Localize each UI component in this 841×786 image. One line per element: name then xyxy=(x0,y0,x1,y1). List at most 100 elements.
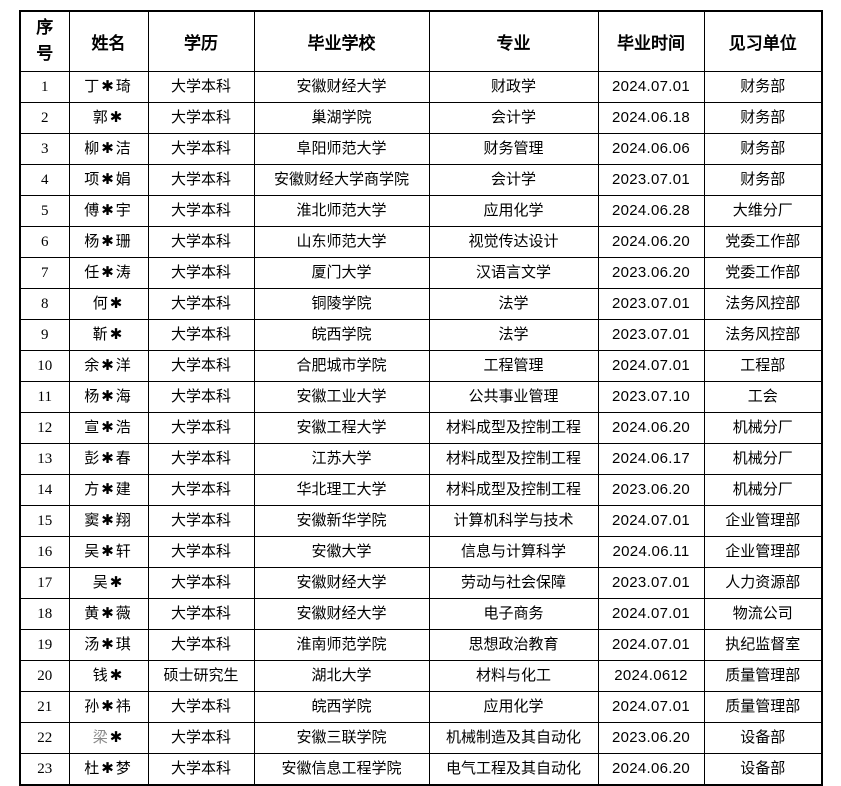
table-row: 11 杨✱海 大学本科 安徽工业大学 公共事业管理 2023.07.10 工会 xyxy=(19,380,823,413)
cell-major: 材料与化工 xyxy=(428,659,599,692)
table-row: 15 窦✱翔 大学本科 安徽新华学院 计算机科学与技术 2024.07.01 企业管理部 xyxy=(19,504,823,537)
cell-name: 吴✱ xyxy=(68,566,149,599)
cell-major: 汉语言文学 xyxy=(428,256,599,289)
table-row: 3 柳✱洁 大学本科 阜阳师范大学 财务管理 2024.06.06 财务部 xyxy=(19,132,823,165)
cell-school: 安徽大学 xyxy=(253,535,430,568)
cell-no: 5 xyxy=(19,194,70,227)
table-row: 21 孙✱祎 大学本科 皖西学院 应用化学 2024.07.01 质量管理部 xyxy=(19,690,823,723)
cell-school: 安徽财经大学 xyxy=(253,597,430,630)
cell-name: 何✱ xyxy=(68,287,149,320)
header-cell-name: 姓名 xyxy=(68,10,149,72)
cell-unit: 质量管理部 xyxy=(703,659,823,692)
cell-major: 财政学 xyxy=(428,70,599,103)
cell-major: 法学 xyxy=(428,318,599,351)
header-cell-major: 专业 xyxy=(428,10,599,72)
table-row: 4 项✱娟 大学本科 安徽财经大学商学院 会计学 2023.07.01 财务部 xyxy=(19,163,823,196)
cell-unit: 大维分厂 xyxy=(703,194,823,227)
cell-date: 2024.06.20 xyxy=(597,752,705,785)
cell-degree: 大学本科 xyxy=(147,132,255,165)
cell-degree: 大学本科 xyxy=(147,535,255,568)
table-row: 12 宣✱浩 大学本科 安徽工程大学 材料成型及控制工程 2024.06.20 机械分厂 xyxy=(19,411,823,444)
table-header: 序号 姓名 学历 毕业学校 专业 毕业时间 见习单位 xyxy=(19,10,823,72)
cell-unit: 企业管理部 xyxy=(703,504,823,537)
table-row: 22 梁✱ 大学本科 安徽三联学院 机械制造及其自动化 2023.06.20 设备部 xyxy=(19,721,823,754)
table-row: 9 靳✱ 大学本科 皖西学院 法学 2023.07.01 法务风控部 xyxy=(19,318,823,351)
cell-unit: 设备部 xyxy=(703,752,823,785)
cell-date: 2023.07.01 xyxy=(597,163,705,196)
cell-date: 2024.06.20 xyxy=(597,411,705,444)
cell-no: 7 xyxy=(19,256,70,289)
cell-degree: 大学本科 xyxy=(147,752,255,785)
cell-unit: 机械分厂 xyxy=(703,442,823,475)
cell-name: 黄✱薇 xyxy=(68,597,149,630)
table-row: 19 汤✱琪 大学本科 淮南师范学院 思想政治教育 2024.07.01 执纪监督室 xyxy=(19,628,823,661)
cell-no: 23 xyxy=(19,752,70,785)
cell-date: 2024.06.17 xyxy=(597,442,705,475)
cell-date: 2024.07.01 xyxy=(597,349,705,382)
cell-name: 柳✱洁 xyxy=(68,132,149,165)
cell-degree: 大学本科 xyxy=(147,597,255,630)
cell-name: 丁✱琦 xyxy=(68,70,149,103)
cell-school: 山东师范大学 xyxy=(253,225,430,258)
cell-date: 2023.06.20 xyxy=(597,473,705,506)
cell-major: 应用化学 xyxy=(428,690,599,723)
table-row: 13 彭✱春 大学本科 江苏大学 材料成型及控制工程 2024.06.17 机械分厂 xyxy=(19,442,823,475)
cell-degree: 大学本科 xyxy=(147,287,255,320)
cell-degree: 大学本科 xyxy=(147,70,255,103)
cell-no: 21 xyxy=(19,690,70,723)
cell-date: 2024.06.20 xyxy=(597,225,705,258)
cell-unit: 财务部 xyxy=(703,163,823,196)
table-row: 18 黄✱薇 大学本科 安徽财经大学 电子商务 2024.07.01 物流公司 xyxy=(19,597,823,630)
cell-date: 2024.06.11 xyxy=(597,535,705,568)
cell-degree: 大学本科 xyxy=(147,690,255,723)
cell-degree: 大学本科 xyxy=(147,442,255,475)
cell-school: 皖西学院 xyxy=(253,318,430,351)
cell-date: 2023.06.20 xyxy=(597,721,705,754)
cell-no: 20 xyxy=(19,659,70,692)
cell-date: 2024.06.06 xyxy=(597,132,705,165)
cell-date: 2024.07.01 xyxy=(597,597,705,630)
cell-name: 靳✱ xyxy=(68,318,149,351)
cell-no: 9 xyxy=(19,318,70,351)
cell-unit: 机械分厂 xyxy=(703,411,823,444)
cell-degree: 大学本科 xyxy=(147,628,255,661)
cell-unit: 财务部 xyxy=(703,70,823,103)
cell-date: 2024.06.18 xyxy=(597,101,705,134)
cell-date: 2024.07.01 xyxy=(597,628,705,661)
cell-major: 会计学 xyxy=(428,163,599,196)
cell-name: 方✱建 xyxy=(68,473,149,506)
cell-no: 10 xyxy=(19,349,70,382)
header-cell-graduation-date: 毕业时间 xyxy=(597,10,705,72)
table-row: 14 方✱建 大学本科 华北理工大学 材料成型及控制工程 2023.06.20 机械分厂 xyxy=(19,473,823,506)
cell-unit: 企业管理部 xyxy=(703,535,823,568)
cell-name: 项✱娟 xyxy=(68,163,149,196)
cell-school: 安徽信息工程学院 xyxy=(253,752,430,785)
cell-name: 杜✱梦 xyxy=(68,752,149,785)
cell-name: 宣✱浩 xyxy=(68,411,149,444)
cell-unit: 法务风控部 xyxy=(703,287,823,320)
cell-school: 皖西学院 xyxy=(253,690,430,723)
cell-date: 2024.07.01 xyxy=(597,70,705,103)
cell-no: 3 xyxy=(19,132,70,165)
cell-date: 2024.07.01 xyxy=(597,504,705,537)
table-row: 8 何✱ 大学本科 铜陵学院 法学 2023.07.01 法务风控部 xyxy=(19,287,823,320)
table-row: 17 吴✱ 大学本科 安徽财经大学 劳动与社会保障 2023.07.01 人力资源部 xyxy=(19,566,823,599)
cell-major: 会计学 xyxy=(428,101,599,134)
cell-no: 17 xyxy=(19,566,70,599)
cell-name: 杨✱珊 xyxy=(68,225,149,258)
table-row: 5 傅✱宇 大学本科 淮北师范大学 应用化学 2024.06.28 大维分厂 xyxy=(19,194,823,227)
cell-unit: 执纪监督室 xyxy=(703,628,823,661)
cell-no: 6 xyxy=(19,225,70,258)
cell-degree: 大学本科 xyxy=(147,504,255,537)
cell-no: 12 xyxy=(19,411,70,444)
cell-school: 阜阳师范大学 xyxy=(253,132,430,165)
cell-major: 电子商务 xyxy=(428,597,599,630)
cell-school: 安徽工程大学 xyxy=(253,411,430,444)
table-row: 23 杜✱梦 大学本科 安徽信息工程学院 电气工程及其自动化 2024.06.20 设备部 xyxy=(19,752,823,785)
cell-no: 2 xyxy=(19,101,70,134)
table-row: 6 杨✱珊 大学本科 山东师范大学 视觉传达设计 2024.06.20 党委工作部 xyxy=(19,225,823,258)
cell-major: 机械制造及其自动化 xyxy=(428,721,599,754)
cell-school: 江苏大学 xyxy=(253,442,430,475)
cell-degree: 大学本科 xyxy=(147,163,255,196)
cell-school: 淮南师范学院 xyxy=(253,628,430,661)
